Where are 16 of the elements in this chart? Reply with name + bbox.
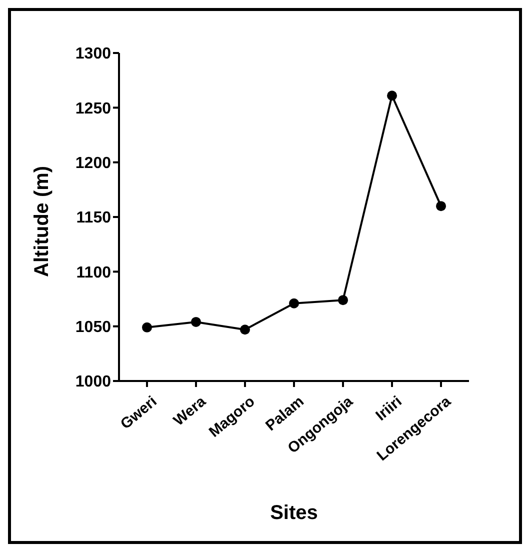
y-tick-label: 1150 bbox=[76, 210, 112, 227]
point bbox=[289, 298, 299, 308]
y-axis-title: Altitude (m) bbox=[31, 166, 54, 277]
point bbox=[387, 90, 397, 101]
point bbox=[142, 322, 152, 332]
point bbox=[191, 316, 201, 327]
point bbox=[240, 324, 250, 335]
y-tick-label: 1300 bbox=[75, 46, 112, 63]
point bbox=[436, 201, 446, 212]
y-tick-label: 1200 bbox=[75, 155, 112, 172]
y-tick-label: 1000 bbox=[75, 374, 112, 391]
y-tick-label: 1050 bbox=[75, 319, 112, 336]
y-tick-label: 1250 bbox=[75, 100, 112, 118]
point bbox=[338, 295, 348, 306]
x-axis-title: Sites bbox=[270, 502, 318, 524]
y-tick-label: 1100 bbox=[76, 264, 112, 282]
